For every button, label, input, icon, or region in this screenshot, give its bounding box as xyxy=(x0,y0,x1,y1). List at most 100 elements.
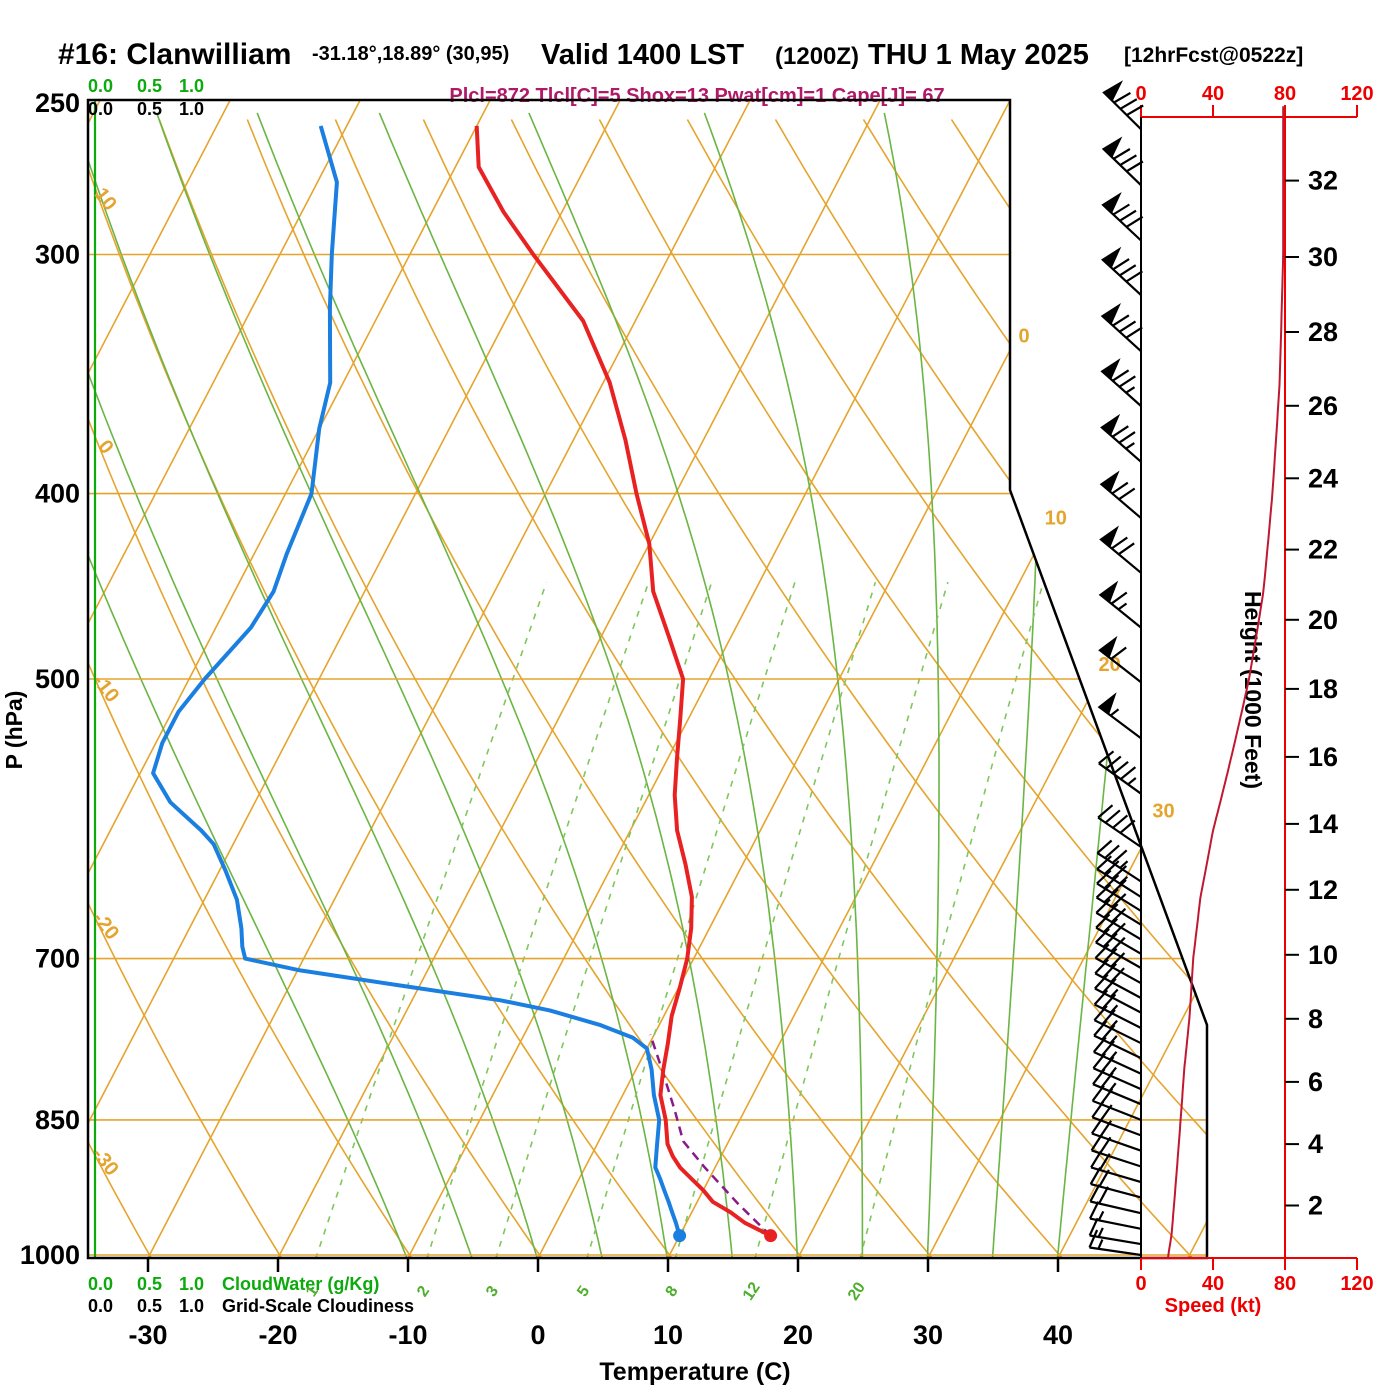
height-tick-label: 14 xyxy=(1308,809,1338,839)
mixing-ratio-label: 3 xyxy=(483,1283,502,1300)
dry-adiabat-line xyxy=(510,119,1207,1258)
moist-adiabat-line xyxy=(256,112,669,1258)
speed-axis-label: Speed (kt) xyxy=(1165,1295,1262,1317)
temperature-axis-label: Temperature (C) xyxy=(599,1358,790,1386)
height-axis-label: Height (1000 Feet) xyxy=(1240,591,1266,789)
wind-barb xyxy=(1100,246,1143,296)
wind-barb xyxy=(1088,1217,1142,1246)
wind-barb xyxy=(1098,750,1142,795)
forecast-tag: [12hrFcst@0522z] xyxy=(1124,44,1303,67)
cloud-scale-label: 0.0 xyxy=(88,1296,113,1316)
wind-barb xyxy=(1097,692,1142,740)
wind-barb xyxy=(1092,1036,1142,1075)
isotherm-label: 0 xyxy=(1018,325,1029,347)
cloud-scale-label: 1.0 xyxy=(179,1274,204,1294)
mixing-ratio-label: 12 xyxy=(740,1279,764,1303)
dry-adiabat-line xyxy=(88,119,283,1258)
wind-barb xyxy=(1098,635,1142,684)
cloud-scale-label: 0.5 xyxy=(137,1274,162,1294)
speed-tick-label: 0 xyxy=(1135,1273,1146,1295)
dry-adiabat-line xyxy=(88,119,544,1258)
wind-barb xyxy=(1095,883,1142,926)
cloud-scale-label: 1.0 xyxy=(179,1296,204,1316)
wind-barb xyxy=(1100,358,1142,407)
moist-adiabat-line xyxy=(883,112,940,1258)
valid-date: THU 1 May 2025 xyxy=(868,39,1089,71)
isotherm-line xyxy=(1187,100,1207,1258)
wind-barbs xyxy=(1088,80,1144,1257)
temp-tick-label: 10 xyxy=(653,1320,683,1350)
speed-tick-label: 80 xyxy=(1274,1273,1296,1295)
height-tick-label: 16 xyxy=(1308,742,1338,772)
pressure-tick-label: 250 xyxy=(35,88,80,118)
mixing-ratio-label: 20 xyxy=(845,1279,869,1303)
wind-barb xyxy=(1095,898,1142,941)
pressure-tick-label: 300 xyxy=(35,240,80,270)
height-tick-label: 18 xyxy=(1308,674,1338,704)
isotherm-line xyxy=(88,100,231,1258)
temp-tick-label: -30 xyxy=(128,1320,167,1350)
speed-tick-label: 120 xyxy=(1340,1273,1373,1295)
pressure-tick-label: 850 xyxy=(35,1105,80,1135)
wind-barb xyxy=(1096,855,1142,898)
cloud-scales: 0.0 0.5 1.0 0.0 0.5 1.0 0.0 0.5 1.0 0.0 0.5 1.0 xyxy=(88,76,204,1316)
mixing-ratio-line xyxy=(494,581,713,1258)
dry-adiabat-line xyxy=(1038,119,1207,1258)
dewpoint-curve xyxy=(151,125,682,1237)
moist-adiabat-line xyxy=(88,112,539,1258)
valid-time: Valid 1400 LST xyxy=(541,39,744,71)
temp-tick-label: 0 xyxy=(530,1320,545,1350)
height-tick-label: 4 xyxy=(1308,1129,1323,1159)
wind-barb xyxy=(1095,913,1142,955)
isotherm-label: 10 xyxy=(1045,508,1067,530)
mixing-ratio-label: 2 xyxy=(414,1283,433,1300)
wind-barb xyxy=(1093,1005,1142,1045)
speed-tick-label: 40 xyxy=(1202,83,1224,105)
temperature-curve xyxy=(474,125,772,1238)
speed-tick-label: 80 xyxy=(1274,83,1296,105)
height-tick-label: 30 xyxy=(1308,242,1338,272)
dry-adiabat-line xyxy=(774,119,1207,1258)
background-grid xyxy=(0,100,1207,1260)
wind-barb xyxy=(1096,839,1142,883)
speed-tick-label: 0 xyxy=(1135,83,1146,105)
height-tick-label: 10 xyxy=(1308,940,1338,970)
wind-barb xyxy=(1092,1052,1142,1091)
pressure-tick-label: 400 xyxy=(35,479,80,509)
mixing-ratio-line xyxy=(754,581,949,1258)
dry-adiabat-line xyxy=(334,119,1064,1258)
dry-adiabat-line xyxy=(0,120,22,1260)
wind-barb xyxy=(1102,80,1144,130)
wind-barb xyxy=(1099,525,1142,574)
moist-adiabat-line xyxy=(155,112,604,1258)
dry-adiabat-line xyxy=(88,119,413,1258)
wind-barb xyxy=(1098,580,1142,629)
mixing-ratio-label: 5 xyxy=(574,1283,593,1300)
temp-tick-label: -20 xyxy=(258,1320,297,1350)
wind-barb xyxy=(1095,928,1142,969)
wind-barb xyxy=(1096,869,1142,912)
wind-barb xyxy=(1092,1068,1142,1106)
wind-barb xyxy=(1089,1184,1142,1215)
mixing-ratio-line xyxy=(314,581,548,1258)
wind-barb xyxy=(1101,192,1144,242)
cloud-scale-label: 0.0 xyxy=(88,99,113,119)
height-tick-label: 12 xyxy=(1308,875,1338,905)
wind-barb xyxy=(1089,1201,1142,1230)
mixing-ratio-line xyxy=(859,581,1045,1258)
dry-adiabat-line xyxy=(598,119,1207,1258)
wind-speed-profile-curve xyxy=(1167,106,1285,1258)
cloudiness-legend: Grid-Scale Cloudiness xyxy=(222,1296,414,1316)
valid-zulu: (1200Z) xyxy=(775,43,859,70)
isotherm-line xyxy=(88,100,361,1258)
dry-adiabat-line xyxy=(158,119,804,1258)
wind-barb xyxy=(1094,943,1142,985)
dry-adiabat-line xyxy=(88,119,674,1258)
dry-adiabat-line xyxy=(422,119,1194,1258)
wind-barb xyxy=(1094,973,1142,1014)
height-tick-label: 2 xyxy=(1308,1190,1323,1220)
moist-adiabat-line xyxy=(703,112,864,1258)
cloud-scale-label: 0.5 xyxy=(137,99,162,119)
temp-tick-label: 20 xyxy=(783,1320,813,1350)
